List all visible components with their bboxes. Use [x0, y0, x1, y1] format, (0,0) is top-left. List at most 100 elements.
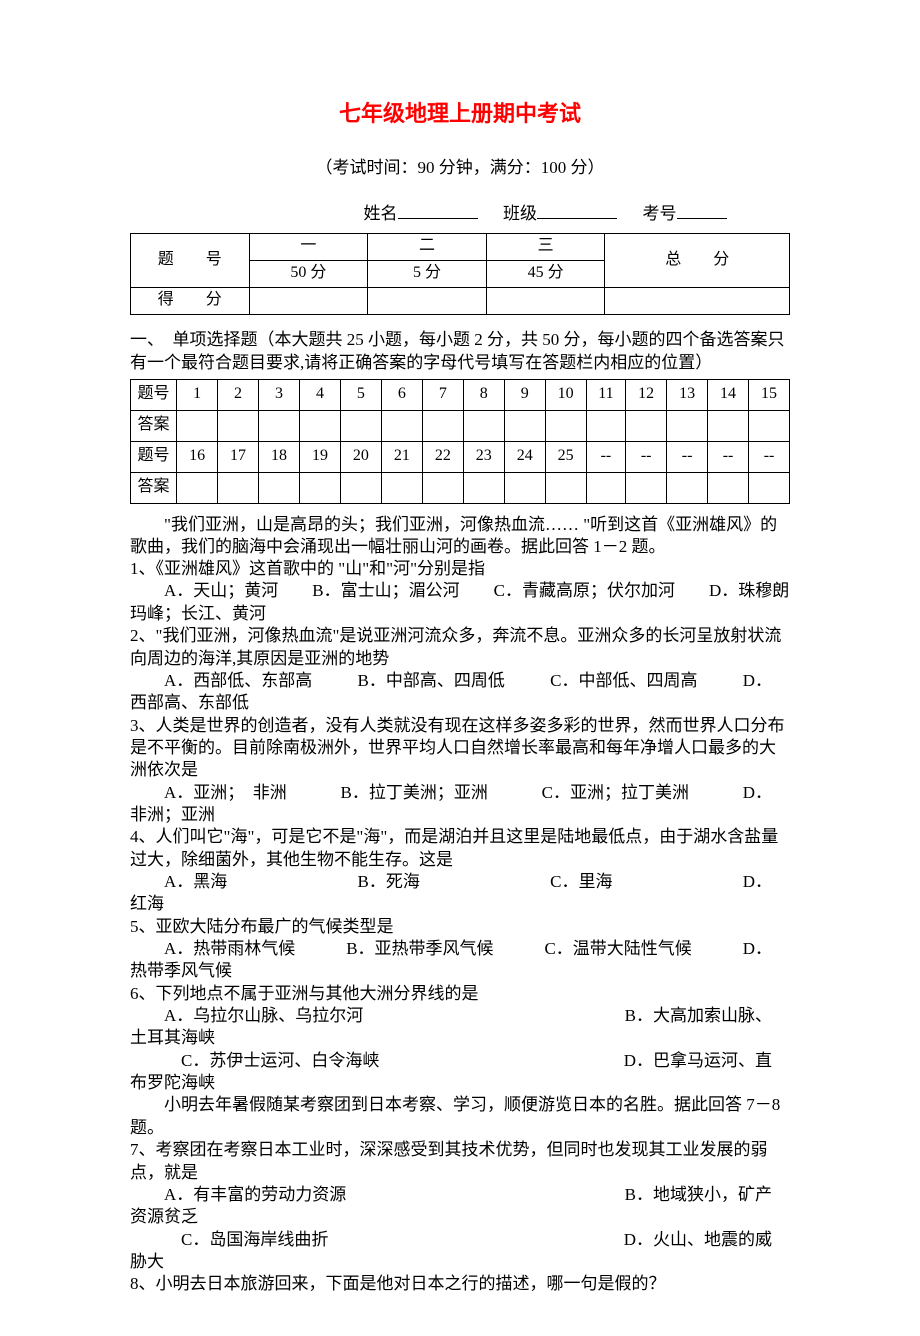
- c: 9: [504, 379, 545, 410]
- q1: 1、《亚洲雄风》这首歌中的 "山"和"河"分别是指: [130, 558, 790, 580]
- q4a: A．黑海: [164, 871, 227, 893]
- ans-cell[interactable]: [586, 472, 626, 503]
- ans-cell[interactable]: [749, 410, 790, 441]
- score-3[interactable]: [486, 287, 605, 314]
- q7d: 胁大: [130, 1251, 790, 1273]
- ans-cell[interactable]: [340, 472, 381, 503]
- q6-opts2: C．苏伊士运河、白令海峡 D．巴拿马运河、直: [130, 1050, 772, 1072]
- score-1[interactable]: [249, 287, 368, 314]
- c: 6: [381, 379, 422, 410]
- ans-cell[interactable]: [259, 410, 300, 441]
- pts-1: 50 分: [249, 260, 368, 287]
- c: 13: [667, 379, 708, 410]
- class-blank[interactable]: [537, 201, 617, 219]
- q5d-pre: D．: [743, 938, 772, 960]
- q5b: B．亚热带季风气候: [346, 938, 493, 960]
- q3c: C．亚洲；拉丁美洲: [542, 782, 689, 804]
- ans-cell[interactable]: [218, 472, 259, 503]
- c: --: [586, 441, 626, 472]
- ans-cell[interactable]: [259, 472, 300, 503]
- ans-cell[interactable]: [463, 410, 504, 441]
- section1-header: 一、 单项选择题（本大题共 25 小题，每小题 2 分，共 50 分，每小题的四…: [130, 329, 790, 375]
- ans-cell[interactable]: [586, 410, 626, 441]
- ans-cell[interactable]: [177, 472, 218, 503]
- col-3: 三: [486, 233, 605, 260]
- c: 15: [749, 379, 790, 410]
- c: 5: [340, 379, 381, 410]
- q3b: B．拉丁美洲；亚洲: [341, 782, 488, 804]
- ans-row-blank-2: 答案: [131, 472, 790, 503]
- ans-cell[interactable]: [545, 410, 586, 441]
- exam-info: （考试时间：90 分钟，满分：100 分）: [130, 157, 790, 179]
- c: 21: [381, 441, 422, 472]
- q2d: 西部高、东部低: [130, 692, 790, 714]
- c: 8: [463, 379, 504, 410]
- ans-cell[interactable]: [177, 410, 218, 441]
- ans-cell[interactable]: [340, 410, 381, 441]
- q7a: A．有丰富的劳动力资源: [164, 1184, 346, 1206]
- ans-cell[interactable]: [749, 472, 790, 503]
- ans-cell[interactable]: [708, 410, 749, 441]
- ans-cell[interactable]: [299, 472, 340, 503]
- c: 20: [340, 441, 381, 472]
- q4c: C．里海: [550, 871, 612, 893]
- q4b: B．死海: [358, 871, 420, 893]
- ans-cell[interactable]: [626, 472, 667, 503]
- c: 22: [422, 441, 463, 472]
- q3: 3、人类是世界的创造者，没有人类就没有现在这样多姿多彩的世界，然而世界人口分布是…: [130, 715, 790, 782]
- ans-cell[interactable]: [667, 410, 708, 441]
- c: 11: [586, 379, 626, 410]
- score-total[interactable]: [605, 287, 790, 314]
- student-fields: 姓名 班级 考号: [130, 201, 790, 225]
- passage-1: "我们亚洲，山是高昂的头；我们亚洲，河像热血流…… "听到这首《亚洲雄风》的歌曲…: [130, 514, 790, 558]
- score-2[interactable]: [368, 287, 487, 314]
- ans-cell[interactable]: [708, 472, 749, 503]
- exam-title: 七年级地理上册期中考试: [130, 100, 790, 129]
- c: 7: [422, 379, 463, 410]
- q7d-pre: D．火山、地震的威: [624, 1229, 772, 1251]
- q4d-pre: D．: [743, 871, 772, 893]
- c: 23: [463, 441, 504, 472]
- pts-3: 45 分: [486, 260, 605, 287]
- ans-cell[interactable]: [381, 472, 422, 503]
- q8: 8、小明去日本旅游回来，下面是他对日本之行的描述，哪一句是假的？: [130, 1273, 790, 1295]
- c: --: [708, 441, 749, 472]
- ans-cell[interactable]: [667, 472, 708, 503]
- ans-label2: 答案: [131, 472, 177, 503]
- q6b-pre: B．大高加索山脉、: [625, 1005, 772, 1027]
- c: 24: [504, 441, 545, 472]
- ans-cell[interactable]: [463, 472, 504, 503]
- q4d: 红海: [130, 893, 790, 915]
- ans-label: 题号: [131, 441, 177, 472]
- ans-cell[interactable]: [504, 410, 545, 441]
- ans-cell[interactable]: [422, 472, 463, 503]
- q6a: A．乌拉尔山脉、乌拉尔河: [164, 1005, 363, 1027]
- q7-opts1: A．有丰富的劳动力资源 B．地域狭小，矿产: [164, 1184, 772, 1206]
- ans-cell[interactable]: [422, 410, 463, 441]
- q7b: 资源贫乏: [130, 1206, 790, 1228]
- ans-cell[interactable]: [545, 472, 586, 503]
- col-total: 总 分: [605, 233, 790, 287]
- ans-cell[interactable]: [381, 410, 422, 441]
- q5c: C．温带大陆性气候: [544, 938, 691, 960]
- q6d: 布罗陀海峡: [130, 1072, 790, 1094]
- id-blank[interactable]: [677, 201, 727, 219]
- q1-opts: A．天山；黄河 B．富士山；湄公河 C．青藏高原；伏尔加河 D．珠穆朗玛峰；长江…: [130, 580, 790, 625]
- q3d-pre: D．: [743, 782, 772, 804]
- name-blank[interactable]: [398, 201, 478, 219]
- ans-cell[interactable]: [504, 472, 545, 503]
- c: --: [749, 441, 790, 472]
- ans-cell[interactable]: [299, 410, 340, 441]
- ans-cell[interactable]: [218, 410, 259, 441]
- c: 18: [259, 441, 300, 472]
- c: 25: [545, 441, 586, 472]
- q4-opts: A．黑海 B．死海 C．里海 D．: [164, 871, 772, 893]
- q2a: A．西部低、东部高: [164, 670, 312, 692]
- q7c: C．岛国海岸线曲折: [181, 1229, 328, 1251]
- ans-cell[interactable]: [626, 410, 667, 441]
- q5d: 热带季风气候: [130, 960, 790, 982]
- q2d-pre: D．: [743, 670, 772, 692]
- q2c: C．中部低、四周高: [550, 670, 697, 692]
- class-label: 班级: [503, 204, 537, 223]
- ans-row-hdr-1: 题号 1 2 3 4 5 6 7 8 9 10 11 12 13 14 15: [131, 379, 790, 410]
